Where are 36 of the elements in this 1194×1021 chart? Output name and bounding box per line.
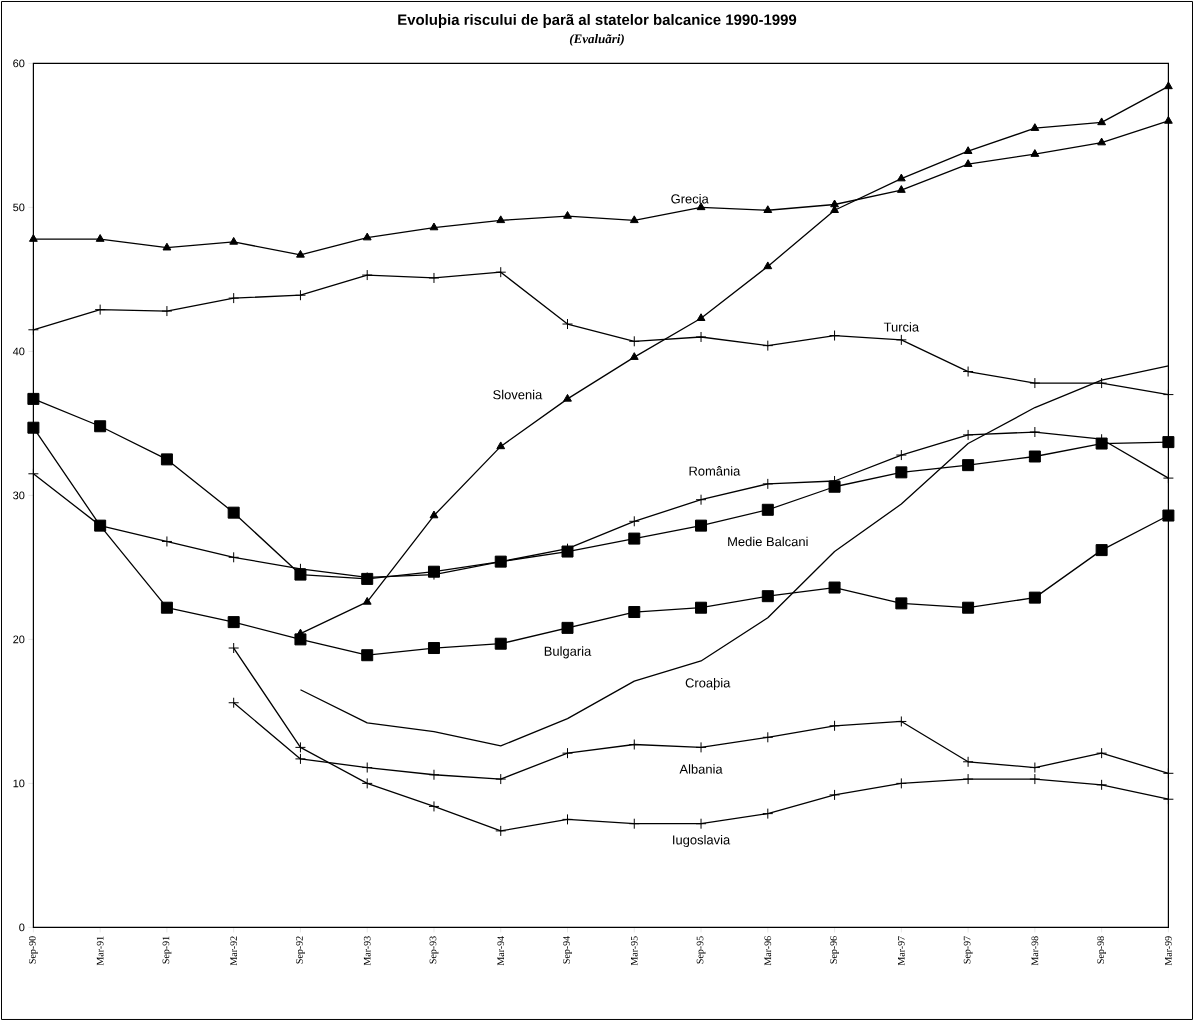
y-tick-label: 0 bbox=[19, 923, 25, 932]
x-tick-label: Mar-97 bbox=[897, 936, 905, 966]
x-tick-label: Sep-94 bbox=[563, 936, 572, 964]
series-label: Turcia bbox=[883, 322, 920, 332]
y-tick-label: 30 bbox=[13, 491, 25, 500]
x-tick-label: Mar-91 bbox=[96, 936, 104, 966]
x-tick-label: Mar-94 bbox=[497, 936, 505, 966]
x-tick-label: Mar-92 bbox=[230, 936, 238, 966]
x-tick-label: Mar-96 bbox=[764, 936, 772, 966]
series-label: Iugoslavia bbox=[673, 834, 731, 848]
chart-subtitle: (Evaluãri) bbox=[569, 34, 624, 46]
x-tick-label: Sep-97 bbox=[963, 936, 973, 964]
x-tick-label: Mar-98 bbox=[1031, 936, 1039, 966]
chart-title: Evoluþia riscului de þarã al statelor balcanice 1990-1999 bbox=[398, 14, 797, 28]
series-label: Albania bbox=[679, 764, 723, 774]
x-tick-label: Sep-96 bbox=[830, 936, 839, 964]
x-tick-label: Sep-95 bbox=[696, 936, 706, 964]
series-label: Slovenia bbox=[493, 389, 543, 400]
x-tick-label: Sep-93 bbox=[429, 936, 439, 964]
y-tick-label: 40 bbox=[12, 347, 25, 356]
y-tick-label: 10 bbox=[13, 779, 25, 788]
series-label: Grecia bbox=[671, 193, 709, 204]
series-label: Croaþia bbox=[685, 677, 731, 691]
y-tick-label: 50 bbox=[13, 203, 25, 212]
x-tick-label: Mar-93 bbox=[363, 936, 371, 966]
series-label: România bbox=[689, 466, 741, 476]
x-tick-label: Sep-98 bbox=[1097, 936, 1107, 964]
x-tick-label: Mar-99 bbox=[1165, 936, 1172, 966]
y-tick-label: 60 bbox=[13, 59, 25, 68]
x-tick-label: Sep-90 bbox=[29, 936, 38, 964]
series-label: Bulgaria bbox=[544, 646, 592, 659]
x-tick-label: Mar-95 bbox=[630, 936, 638, 966]
x-tick-label: Sep-91 bbox=[162, 936, 172, 964]
x-tick-label: Sep-92 bbox=[296, 936, 305, 964]
y-tick-label: 20 bbox=[13, 635, 25, 644]
series-label: Medie Balcani bbox=[728, 536, 808, 547]
